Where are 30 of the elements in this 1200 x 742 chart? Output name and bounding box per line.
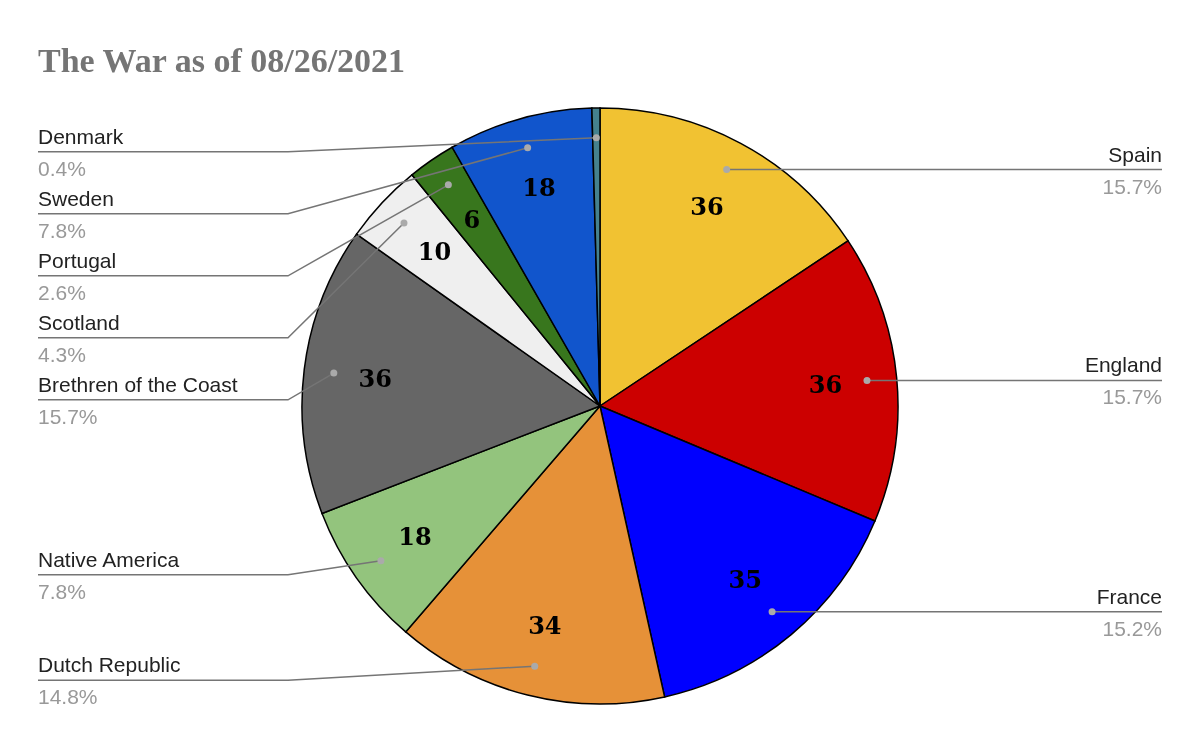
data-label: 36 [690,191,724,221]
data-label: 36 [808,369,843,399]
data-label: 34 [528,611,562,641]
data-label: 6 [463,204,481,234]
slice-label: Native America [38,547,180,571]
text: 0.4% [38,156,86,180]
data-label: 10 [417,236,452,266]
text: 15.7% [38,404,98,428]
slice-label: Portugal [38,248,117,272]
text: 14.8% [38,685,98,709]
text: 15.7% [1102,174,1162,198]
text: 15.7% [1102,385,1162,409]
slice-label: Scotland [38,310,120,334]
data-label: 18 [398,522,432,552]
chart-title: The War as of 08/26/2021 [38,42,406,79]
data-label: 36 [358,363,392,393]
slice-label: Dutch Republic [38,653,181,677]
slice-label: England [1084,353,1162,377]
text: 15.2% [1102,616,1162,640]
slice-label: Sweden [38,186,114,210]
text: 4.3% [38,342,86,366]
slice-label: Brethren of the Coast [38,372,238,396]
text: 2.6% [38,280,86,304]
slice-label: Spain [1108,142,1162,166]
text: 7.8% [38,218,86,242]
slice-label: France [1096,584,1162,608]
slice-label: Denmark [38,124,124,148]
data-label: 18 [522,173,556,203]
data-label: 35 [728,565,763,595]
text: 7.8% [38,579,86,603]
